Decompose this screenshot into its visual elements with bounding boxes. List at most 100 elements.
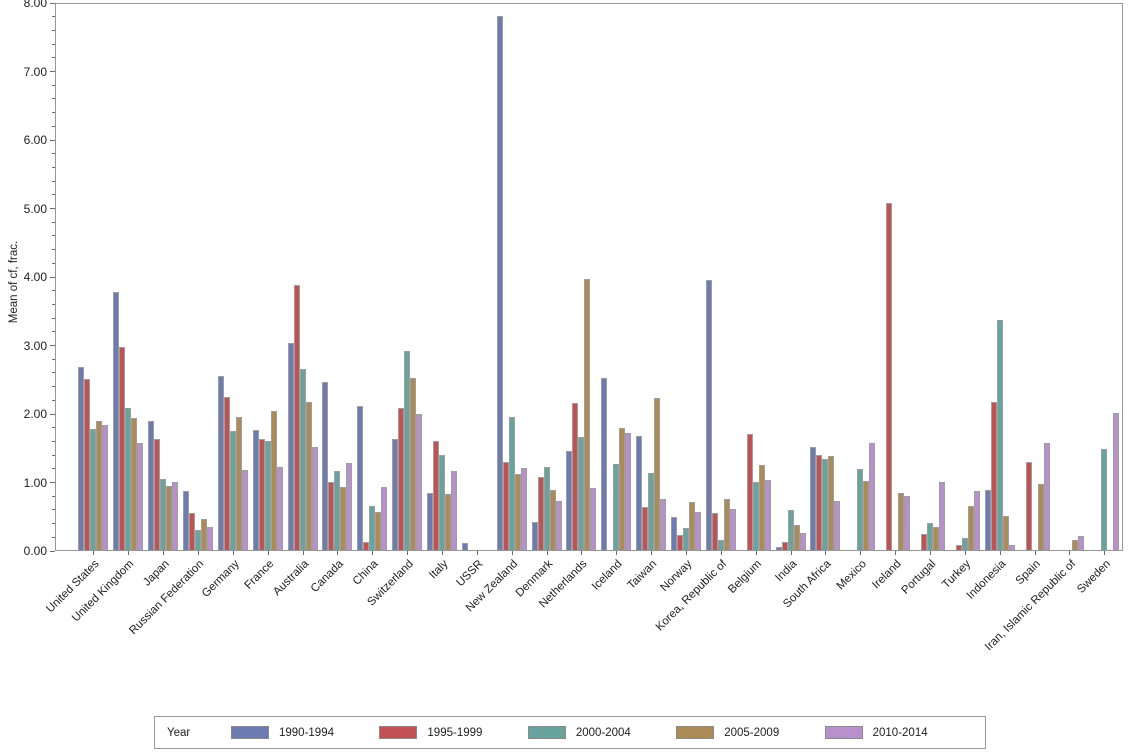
bar-group-indonesia: Indonesia <box>965 4 1017 602</box>
x-axis-tick <box>302 551 304 555</box>
bar-1995-1999 <box>293 284 300 550</box>
x-axis-tick <box>581 551 583 555</box>
y-axis-minor-tick <box>52 440 55 442</box>
bar-2010-2014 <box>207 527 213 550</box>
bar-2010-2014 <box>346 463 353 550</box>
legend-entry-1995-1999: 1995-1999 <box>379 726 527 739</box>
y-axis-minor-tick <box>52 235 55 237</box>
x-axis-label: India <box>772 558 800 585</box>
y-axis-minor-tick <box>52 29 55 31</box>
y-axis-tick-label: 4.00 <box>23 270 47 284</box>
y-axis-minor-tick <box>52 523 55 525</box>
x-axis-tick <box>232 551 234 555</box>
legend-label: 2005-2009 <box>724 726 780 739</box>
bar-2005-2009 <box>654 398 661 550</box>
bar-1990-1994 <box>322 382 329 550</box>
bar-2005-2009 <box>723 499 730 550</box>
y-axis-tick-label: 7.00 <box>23 64 47 79</box>
bar-group-canada: Canada <box>309 4 355 595</box>
bar-2000-2004 <box>160 478 167 550</box>
bar-1990-1994 <box>984 489 991 550</box>
y-axis-major-tick <box>50 208 55 209</box>
legend-label: 1995-1999 <box>427 726 483 739</box>
y-axis-minor-tick <box>52 262 55 264</box>
x-axis-label: Italy <box>427 558 451 582</box>
bar-2005-2009 <box>410 378 417 550</box>
bar-1990-1994 <box>636 435 643 550</box>
x-axis-tick <box>1069 551 1071 555</box>
y-axis-minor-tick <box>52 331 55 333</box>
bar-2000-2004 <box>229 431 236 550</box>
bar-2010-2014 <box>729 508 736 550</box>
bar-2010-2014 <box>311 446 318 550</box>
bar-group-turkey: Turkey <box>940 4 982 591</box>
bar-1995-1999 <box>119 346 126 550</box>
y-axis-minor-tick <box>52 468 55 470</box>
bar-2000-2004 <box>822 459 829 550</box>
y-axis-minor-tick <box>52 372 55 374</box>
bar-1990-1994 <box>78 366 85 550</box>
x-axis-label: Taiwan <box>625 558 660 592</box>
bar-2005-2009 <box>898 493 905 550</box>
legend-swatch <box>379 726 418 739</box>
x-axis-tick <box>895 551 897 555</box>
bar-1995-1999 <box>921 533 928 550</box>
y-axis-tick-label: 2.00 <box>23 407 47 421</box>
legend-swatch <box>824 726 863 739</box>
x-axis-label: Mexico <box>834 558 869 593</box>
bar-1990-1994 <box>287 342 294 550</box>
x-axis-label: Portugal <box>899 558 939 597</box>
bar-2005-2009 <box>1002 515 1009 550</box>
bar-2005-2009 <box>933 527 940 550</box>
y-axis-tick-label: 1.00 <box>23 475 47 490</box>
bar-2010-2014 <box>834 500 841 550</box>
x-axis-tick <box>686 551 688 555</box>
x-axis-tick <box>790 551 792 555</box>
bar-2000-2004 <box>648 473 655 550</box>
bar-group-germany: Germany <box>199 4 250 600</box>
y-axis-major-tick <box>50 413 55 415</box>
bar-1995-1999 <box>258 438 265 550</box>
bar-group-india: India <box>773 4 808 584</box>
bar-1990-1994 <box>775 547 782 550</box>
x-axis-tick <box>930 551 932 555</box>
legend: Year 1990-1994 1995-1999 2000-2004 2005-200… <box>154 716 986 749</box>
bar-1990-1994 <box>566 450 573 550</box>
x-axis-tick <box>1104 551 1106 555</box>
y-axis-minor-tick <box>52 125 55 127</box>
bar-1995-1999 <box>746 434 753 550</box>
y-axis-minor-tick <box>52 399 55 401</box>
bar-group-portugal: Portugal <box>900 4 948 597</box>
bar-2005-2009 <box>689 502 696 550</box>
bar-group-denmark: Denmark <box>514 4 564 599</box>
bar-2000-2004 <box>927 523 934 550</box>
legend-entry-2010-2014: 2010-2014 <box>824 726 973 739</box>
bar-1995-1999 <box>642 506 649 550</box>
bar-group-japan: Japan <box>141 4 181 589</box>
bar-2010-2014 <box>973 490 980 550</box>
bar-1995-1999 <box>677 534 684 550</box>
bar-2005-2009 <box>305 402 312 550</box>
y-axis-major-tick <box>50 71 55 72</box>
bar-2000-2004 <box>996 320 1003 550</box>
bar-group-united-kingdom: United Kingdom <box>70 4 146 624</box>
bar-group-norway: Norway <box>658 4 704 594</box>
x-axis-label: Germany <box>199 558 242 600</box>
bar-group-china: China <box>351 4 390 588</box>
y-axis-major-tick <box>50 2 55 4</box>
legend-label: 2010-2014 <box>872 726 928 739</box>
legend-entry-1990-1994: 1990-1994 <box>231 726 379 739</box>
bar-1995-1999 <box>711 513 718 550</box>
bar-1995-1999 <box>154 438 161 550</box>
bar-1990-1994 <box>113 292 120 550</box>
y-axis-minor-tick <box>52 249 55 251</box>
bar-1995-1999 <box>84 379 91 550</box>
bar-1990-1994 <box>252 430 259 550</box>
legend-entry-2005-2009: 2005-2009 <box>676 726 824 739</box>
x-axis-tick <box>511 551 513 555</box>
x-axis-tick <box>442 551 444 555</box>
x-axis-tick <box>546 551 548 555</box>
bar-group-italy: Italy <box>425 4 460 581</box>
bar-2000-2004 <box>299 368 306 550</box>
y-axis-minor-tick <box>52 358 55 360</box>
